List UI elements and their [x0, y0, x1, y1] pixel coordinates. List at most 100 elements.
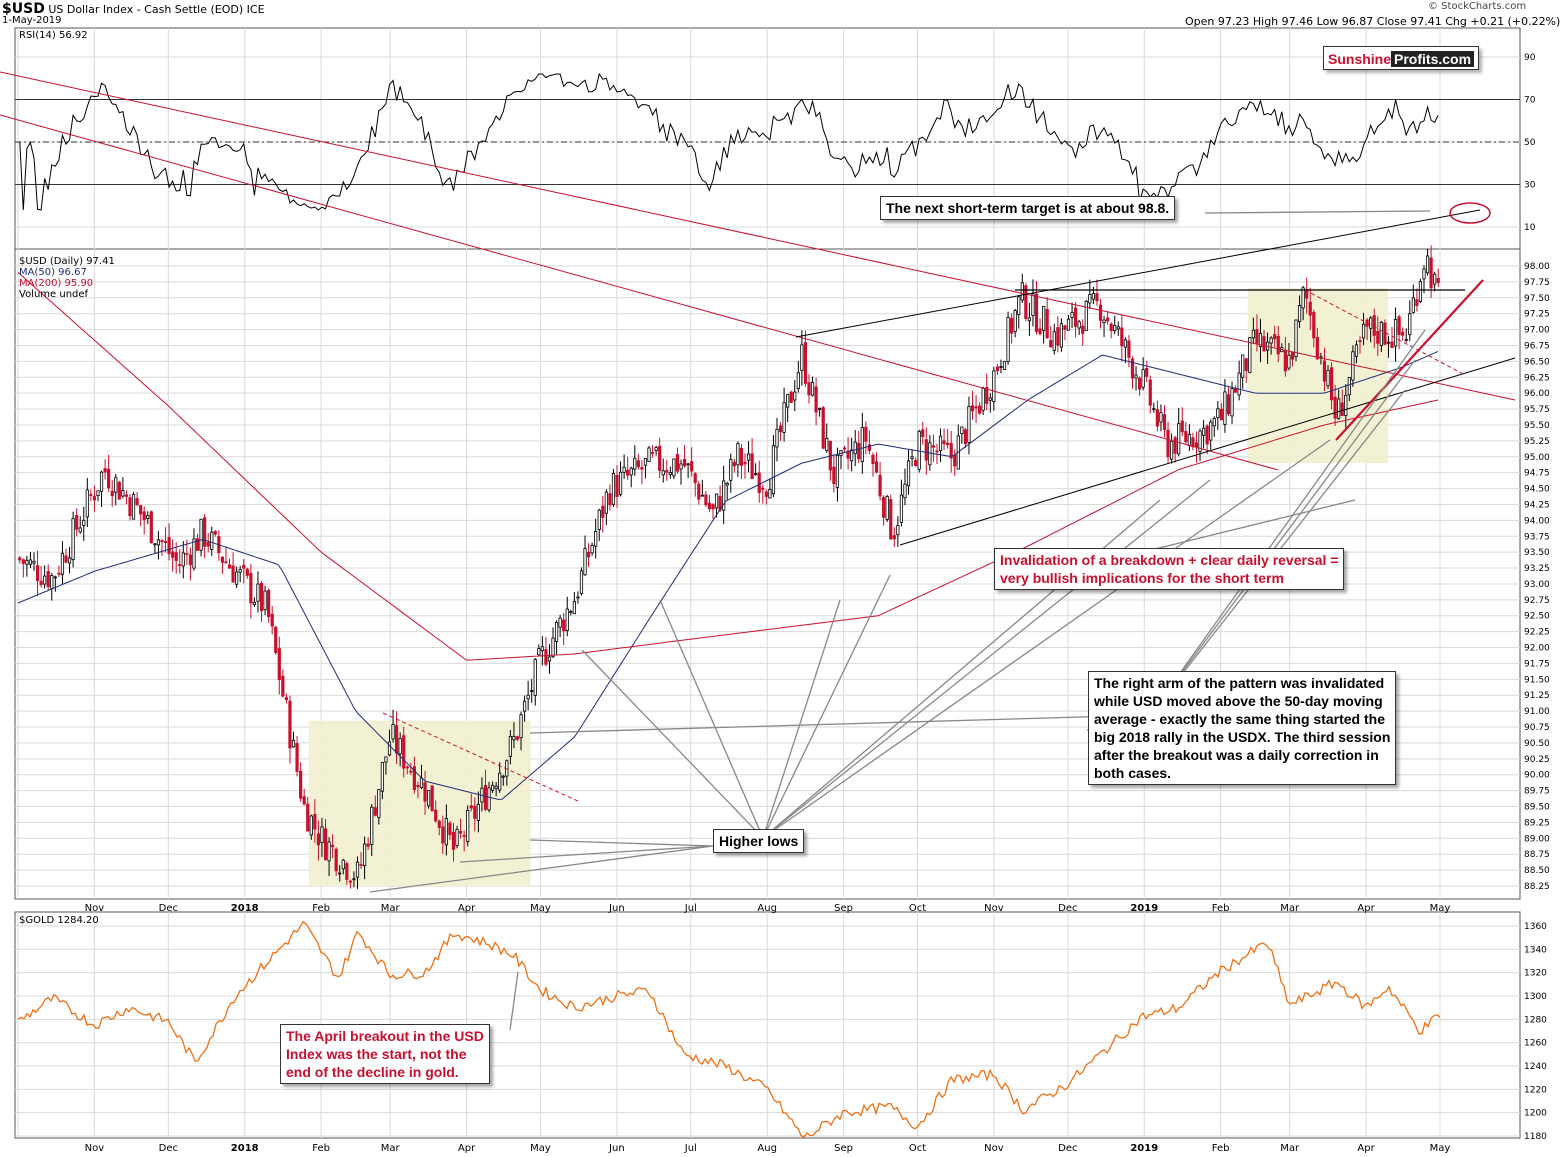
- candle-body: [1411, 297, 1415, 313]
- candle-body: [1273, 334, 1277, 340]
- candle-body: [931, 445, 936, 448]
- candle-body: [1255, 329, 1259, 344]
- candle-body: [75, 515, 79, 530]
- candle-body: [690, 461, 694, 472]
- candle-body: [1074, 307, 1078, 327]
- candle-body: [1415, 299, 1419, 307]
- candle-body: [327, 841, 331, 862]
- price-y-tick: 97.25: [1524, 310, 1550, 320]
- candle-body: [1102, 319, 1106, 323]
- candle-body: [967, 405, 971, 443]
- candle-body: [295, 743, 299, 772]
- long-downtrend-red: [0, 114, 1279, 471]
- candle-body: [434, 809, 438, 822]
- candle-body: [508, 736, 512, 757]
- candle-body: [963, 429, 968, 445]
- candle-body: [1162, 414, 1167, 430]
- price-y-tick: 94.50: [1524, 485, 1550, 495]
- gold-x-tick: Mar: [381, 1143, 401, 1154]
- candle-body: [693, 473, 697, 484]
- candle-body: [896, 525, 900, 536]
- candle-body: [160, 540, 164, 542]
- candle-body: [455, 829, 459, 846]
- price-x-tick: Jun: [608, 903, 625, 914]
- candle-body: [924, 439, 928, 461]
- candle-body: [451, 831, 456, 850]
- candle-body: [629, 467, 633, 476]
- candle-body: [999, 366, 1003, 368]
- candle-body: [320, 826, 324, 843]
- candle-body: [992, 370, 996, 402]
- candle-body: [995, 366, 1000, 372]
- candle-body: [128, 497, 132, 517]
- candle-body: [1177, 423, 1181, 455]
- legend-ma50: MA(50) 96.67: [19, 267, 87, 278]
- gold-x-tick: Feb: [312, 1143, 330, 1154]
- candle-body: [1059, 323, 1063, 348]
- pointer: [762, 439, 1331, 839]
- candle-body: [530, 690, 534, 693]
- candle-body: [1401, 331, 1405, 336]
- candle-body: [1066, 318, 1071, 331]
- pointer: [659, 599, 764, 839]
- gold-x-tick: Dec: [1058, 1143, 1077, 1154]
- candle-body: [793, 391, 797, 401]
- candle-body: [366, 843, 370, 847]
- candle-body: [85, 489, 89, 518]
- candle-body: [565, 608, 569, 631]
- rsi-y-tick: 50: [1524, 138, 1536, 148]
- rsi-y-tick: 10: [1524, 223, 1536, 233]
- price-y-tick: 88.75: [1524, 850, 1550, 860]
- candle-body: [1237, 372, 1241, 396]
- candle-body: [441, 826, 445, 844]
- candle-body: [1106, 317, 1110, 322]
- candle-body: [1024, 285, 1028, 319]
- candle-body: [238, 569, 242, 573]
- gold-x-tick: May: [1430, 1143, 1451, 1154]
- candle-body: [156, 539, 161, 546]
- candle-body: [395, 725, 399, 754]
- candle-body: [284, 697, 289, 701]
- candle-body: [512, 736, 516, 741]
- candle-body: [121, 490, 125, 497]
- price-y-tick: 95.25: [1524, 437, 1550, 447]
- gold-y-tick: 1200: [1524, 1109, 1547, 1119]
- candle-body: [458, 830, 463, 834]
- candle-body: [1191, 437, 1195, 448]
- candle-body: [1408, 313, 1412, 336]
- candle-body: [412, 766, 416, 791]
- candle-body: [650, 452, 655, 454]
- candle-body: [1212, 417, 1216, 427]
- candle-body: [750, 453, 754, 480]
- invalidation-callout: Invalidation of a breakdown + clear dail…: [994, 548, 1345, 590]
- candle-body: [857, 442, 861, 460]
- candle-body: [316, 833, 320, 846]
- candle-body: [1258, 333, 1263, 348]
- pattern-highlights: [308, 288, 1389, 886]
- candle-body: [654, 446, 658, 451]
- candle-body: [711, 504, 715, 510]
- candle-body: [622, 466, 626, 473]
- price-y-tick: 91.75: [1524, 659, 1550, 669]
- candle-body: [494, 785, 498, 789]
- candle-body: [1077, 321, 1081, 329]
- candle-body: [409, 770, 413, 773]
- candle-body: [821, 407, 825, 449]
- candle-body: [572, 600, 576, 615]
- candle-body: [206, 541, 210, 547]
- candle-body: [1113, 325, 1117, 331]
- candle-body: [611, 473, 616, 505]
- target-callout: The next short-term target is at about 9…: [880, 196, 1176, 220]
- candle-body: [1141, 369, 1145, 388]
- higher-lows-callout: Higher lows: [713, 829, 805, 853]
- candle-body: [1329, 367, 1334, 401]
- price-y-tick: 90.25: [1524, 755, 1550, 765]
- candle-body: [391, 724, 395, 740]
- gold-y-tick: 1340: [1524, 945, 1547, 955]
- gold-x-tick: Mar: [1280, 1143, 1300, 1154]
- candle-body: [1248, 337, 1252, 373]
- candle-body: [892, 535, 896, 540]
- candle-body: [775, 428, 779, 448]
- candle-body: [647, 447, 651, 463]
- candle-body: [501, 775, 505, 778]
